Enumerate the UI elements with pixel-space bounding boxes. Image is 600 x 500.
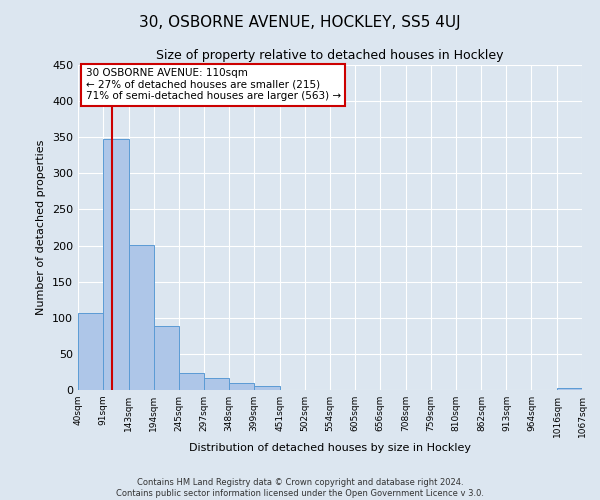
- Bar: [254, 386, 280, 390]
- Bar: [204, 378, 229, 390]
- Text: Contains HM Land Registry data © Crown copyright and database right 2024.
Contai: Contains HM Land Registry data © Crown c…: [116, 478, 484, 498]
- Bar: [103, 138, 128, 390]
- Text: 30 OSBORNE AVENUE: 110sqm
← 27% of detached houses are smaller (215)
71% of semi: 30 OSBORNE AVENUE: 110sqm ← 27% of detac…: [86, 68, 341, 102]
- X-axis label: Distribution of detached houses by size in Hockley: Distribution of detached houses by size …: [189, 442, 471, 452]
- Bar: [557, 388, 582, 390]
- Bar: [78, 312, 103, 390]
- Bar: [229, 383, 254, 390]
- Bar: [128, 245, 154, 390]
- Bar: [179, 372, 204, 390]
- Y-axis label: Number of detached properties: Number of detached properties: [37, 140, 46, 315]
- Bar: [154, 326, 179, 390]
- Text: 30, OSBORNE AVENUE, HOCKLEY, SS5 4UJ: 30, OSBORNE AVENUE, HOCKLEY, SS5 4UJ: [139, 15, 461, 30]
- Title: Size of property relative to detached houses in Hockley: Size of property relative to detached ho…: [156, 50, 504, 62]
